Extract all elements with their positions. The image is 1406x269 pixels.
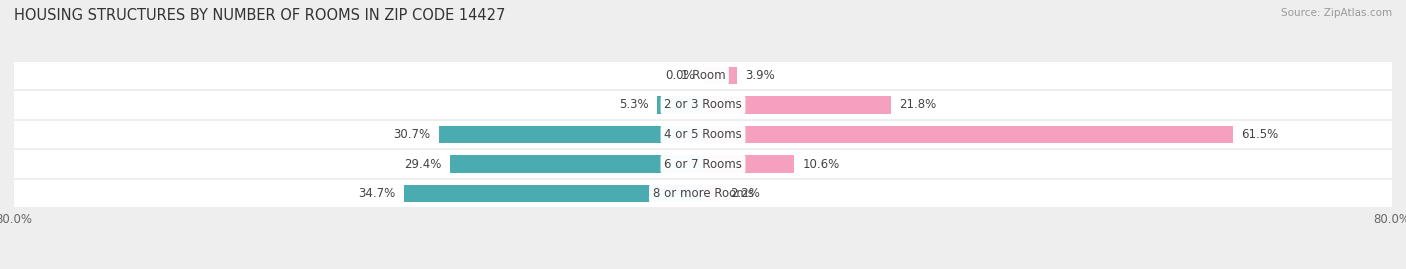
- Bar: [703, 155, 794, 173]
- Text: 8 or more Rooms: 8 or more Rooms: [652, 187, 754, 200]
- Bar: [14, 121, 1392, 148]
- Text: 10.6%: 10.6%: [803, 158, 841, 171]
- Text: 2.2%: 2.2%: [731, 187, 761, 200]
- Bar: [404, 185, 703, 203]
- Text: 34.7%: 34.7%: [359, 187, 395, 200]
- Text: 1 Room: 1 Room: [681, 69, 725, 82]
- Bar: [450, 155, 703, 173]
- Bar: [703, 126, 1233, 143]
- Text: 61.5%: 61.5%: [1241, 128, 1278, 141]
- Text: Source: ZipAtlas.com: Source: ZipAtlas.com: [1281, 8, 1392, 18]
- Text: 6 or 7 Rooms: 6 or 7 Rooms: [664, 158, 742, 171]
- Bar: [703, 66, 737, 84]
- Bar: [14, 62, 1392, 89]
- Text: 3.9%: 3.9%: [745, 69, 775, 82]
- Text: 21.8%: 21.8%: [900, 98, 936, 111]
- Bar: [658, 96, 703, 114]
- Bar: [703, 96, 891, 114]
- Text: HOUSING STRUCTURES BY NUMBER OF ROOMS IN ZIP CODE 14427: HOUSING STRUCTURES BY NUMBER OF ROOMS IN…: [14, 8, 505, 23]
- Text: 5.3%: 5.3%: [619, 98, 648, 111]
- Bar: [14, 91, 1392, 119]
- Bar: [703, 185, 721, 203]
- Bar: [14, 150, 1392, 178]
- Text: 29.4%: 29.4%: [404, 158, 441, 171]
- Bar: [439, 126, 703, 143]
- Text: 2 or 3 Rooms: 2 or 3 Rooms: [664, 98, 742, 111]
- Bar: [14, 180, 1392, 207]
- Text: 0.0%: 0.0%: [665, 69, 695, 82]
- Text: 4 or 5 Rooms: 4 or 5 Rooms: [664, 128, 742, 141]
- Text: 30.7%: 30.7%: [392, 128, 430, 141]
